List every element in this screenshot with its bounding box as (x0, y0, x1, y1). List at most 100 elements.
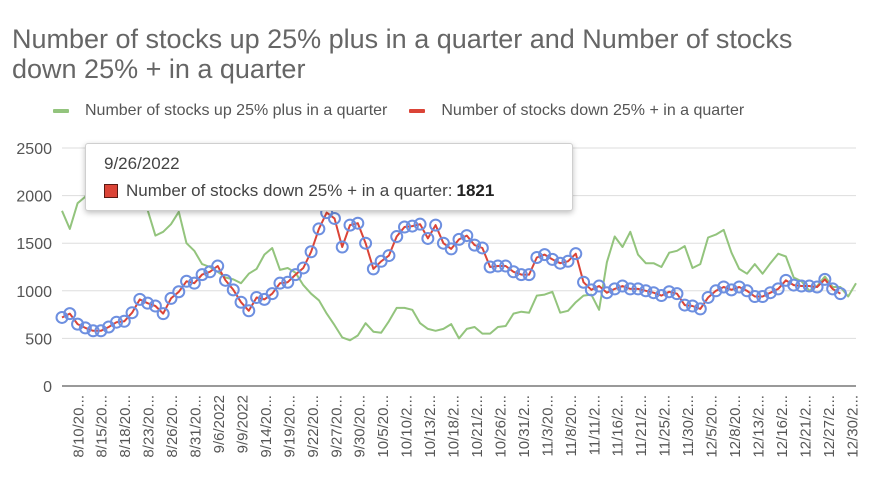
x-tick-label: 10/31/2... (516, 395, 533, 458)
data-point-down (452, 232, 466, 246)
data-point-down (833, 287, 847, 301)
data-point-down (195, 268, 209, 282)
data-point-down (647, 286, 661, 300)
data-point-down (545, 252, 559, 266)
data-point-down (491, 259, 505, 273)
legend-label-down: Number of stocks down 25% + in a quarter (441, 102, 745, 119)
data-point-down (94, 324, 108, 338)
data-point-down (514, 268, 528, 282)
data-point-down (218, 273, 232, 287)
data-point-down (709, 284, 723, 298)
tooltip-series-label: Number of stocks down 25% + in a quarter… (126, 181, 453, 200)
x-tick-label: 9/22/20... (305, 395, 322, 458)
data-point-down (234, 295, 248, 309)
y-axis: 0 500 1000 1500 2000 2500 (16, 141, 52, 396)
data-point-down (413, 217, 427, 231)
data-point-down (187, 276, 201, 290)
data-point-down (405, 219, 419, 233)
data-point-down (343, 218, 357, 232)
x-tick-label: 12/8/20... (727, 395, 744, 458)
x-tick-label: 8/31/20... (188, 395, 205, 458)
data-point-down (600, 286, 614, 300)
data-point-down (468, 238, 482, 252)
data-point-down (63, 307, 77, 321)
data-point-down (678, 298, 692, 312)
data-point-down (382, 249, 396, 263)
tooltip-value: 1821 (456, 181, 495, 200)
x-tick-label: 10/26/2... (492, 395, 509, 458)
data-point-down (226, 283, 240, 297)
x-tick-label: 11/3/20... (539, 395, 556, 456)
data-point-down (717, 280, 731, 294)
y-tick-label: 500 (25, 331, 52, 348)
data-point-down (335, 240, 349, 254)
data-point-down (250, 290, 264, 304)
data-point-down (818, 272, 832, 286)
data-point-down (795, 279, 809, 293)
x-tick-label: 9/30/20... (352, 395, 369, 458)
chart-title: Number of stocks up 25% plus in a quarte… (12, 24, 793, 84)
y-tick-label: 1500 (16, 236, 52, 253)
data-point-down (787, 278, 801, 292)
data-point-down (366, 262, 380, 276)
x-tick-label: 10/18/2... (446, 395, 463, 458)
data-point-down (732, 280, 746, 294)
data-point-down (748, 290, 762, 304)
data-point-down (756, 290, 770, 304)
data-point-down (724, 283, 738, 297)
data-point-down (577, 275, 591, 289)
x-tick-label: 12/30/2... (844, 395, 861, 458)
data-point-down (802, 279, 816, 293)
x-tick-label: 12/5/20... (704, 395, 721, 458)
x-tick-label: 11/16/2... (610, 395, 627, 456)
data-point-down (156, 307, 170, 321)
x-tick-label: 11/25/2... (657, 395, 674, 456)
data-point-down (281, 275, 295, 289)
data-point-down (289, 268, 303, 282)
x-tick-label: 10/10/2... (399, 395, 416, 458)
data-tooltip: 9/26/2022 Number of stocks down 25% + in… (85, 143, 573, 211)
data-point-down (584, 283, 598, 297)
x-tick-label: 11/21/2... (633, 395, 650, 456)
data-point-down (86, 324, 100, 338)
data-point-down (569, 247, 583, 261)
data-point-down (211, 259, 225, 273)
tooltip-row: Number of stocks down 25% + in a quarter… (104, 181, 494, 201)
data-point-down (141, 296, 155, 310)
data-point-down (639, 284, 653, 298)
x-axis: 8/10/20... 8/15/20... 8/18/20... 8/23/20...… (70, 395, 861, 458)
data-point-down (242, 304, 256, 318)
series-layer (55, 160, 857, 342)
data-point-down (109, 315, 123, 329)
series-line-up (61, 160, 857, 342)
legend-item-down[interactable]: Number of stocks down 25% + in a quarter (409, 102, 744, 120)
legend-swatch-up (53, 109, 69, 113)
x-tick-label: 12/13/2... (750, 395, 767, 458)
data-point-down (460, 229, 474, 243)
data-point-down (530, 250, 544, 264)
x-tick-label: 8/10/20... (70, 395, 87, 458)
data-point-down (553, 256, 567, 270)
data-point-down (265, 287, 279, 301)
data-point-down (506, 265, 520, 279)
legend-item-up[interactable]: Number of stocks up 25% plus in a quarte… (53, 102, 387, 120)
y-tick-label: 0 (43, 379, 52, 396)
x-tick-label: 8/18/20... (117, 395, 134, 458)
data-point-down (522, 268, 536, 282)
x-tick-label: 10/21/2... (469, 395, 486, 458)
x-tick-label: 10/5/20... (375, 395, 392, 458)
data-point-down (483, 260, 497, 274)
x-tick-label: 11/8/20... (563, 395, 580, 456)
data-point-down (117, 314, 131, 328)
y-tick-label: 2500 (16, 141, 52, 158)
data-point-down (686, 299, 700, 313)
x-tick-label: 8/23/20... (141, 395, 158, 458)
data-point-down (771, 282, 785, 296)
data-point-down (351, 216, 365, 230)
data-point-down (701, 290, 715, 304)
data-point-down (662, 285, 676, 299)
data-point-down (615, 279, 629, 293)
x-tick-label: 10/13/2... (422, 395, 439, 458)
y-tick-label: 2000 (16, 189, 52, 206)
